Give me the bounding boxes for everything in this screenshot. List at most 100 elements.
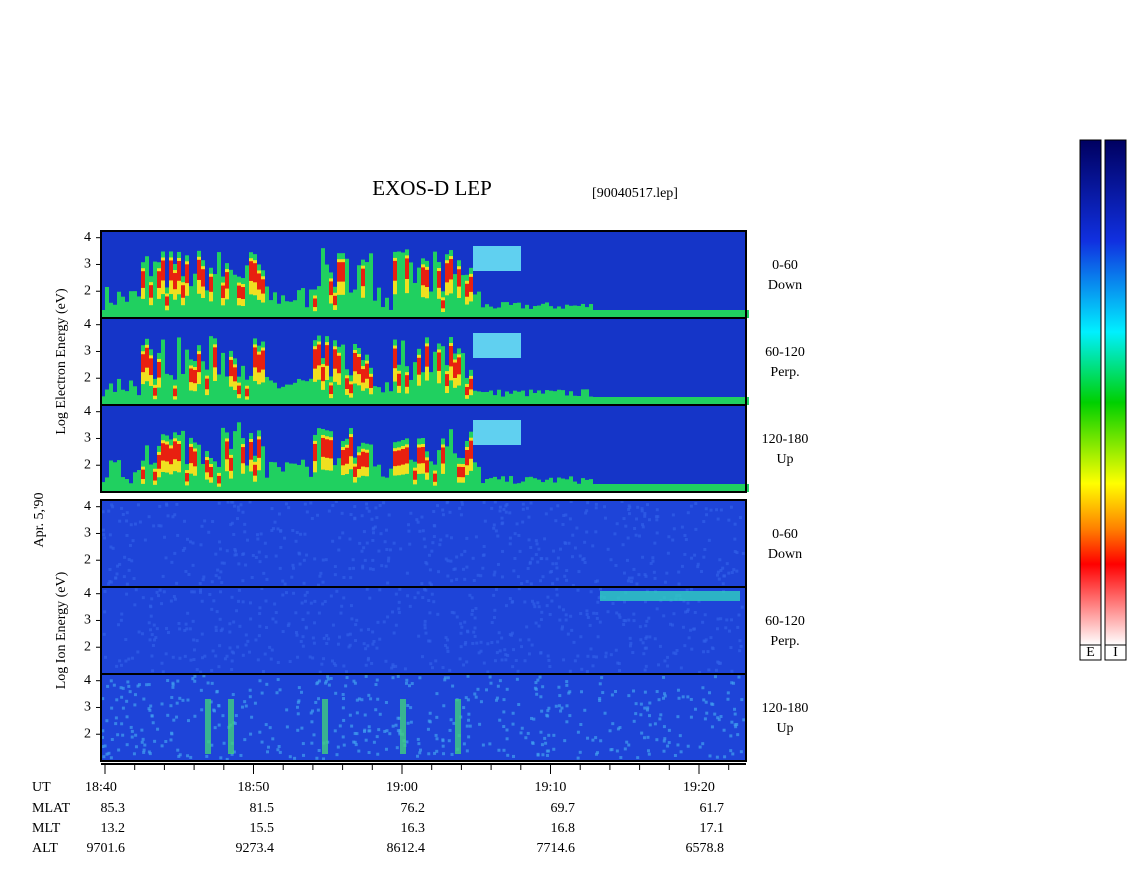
spectrogram-cell (557, 704, 561, 708)
spectrogram-cell (353, 731, 357, 735)
spectrogram-cell (249, 375, 253, 405)
spectrogram-cell (513, 390, 517, 405)
spectrogram-cell (245, 388, 249, 397)
spectrogram-cell (719, 568, 723, 572)
y-tick-label: 2 (84, 639, 91, 654)
spectrogram-cell (576, 756, 580, 760)
spectrogram-cell (474, 695, 478, 699)
spectrogram-cell (229, 269, 233, 318)
spectrogram-cell (206, 681, 210, 685)
spectrogram-cell (367, 693, 371, 697)
spectrogram-cell (737, 613, 741, 617)
panel-direction-label: Perp. (770, 634, 799, 649)
spectrogram-cell (693, 397, 697, 405)
spectrogram-cell (684, 610, 688, 614)
spectrogram-cell (707, 668, 711, 672)
spectrogram-cell (362, 642, 366, 646)
spectrogram-cell (172, 595, 176, 599)
spectrogram-cell (605, 310, 609, 318)
spectrogram-cell (185, 473, 189, 482)
ephemeris-value: 16.8 (551, 821, 576, 836)
spectrogram-cell (458, 657, 462, 661)
spectrogram-cell (246, 639, 250, 643)
spectrogram-cell (164, 652, 168, 656)
spectrogram-cell (485, 333, 489, 358)
spectrogram-cell (371, 567, 375, 571)
spectrogram-cell (465, 565, 469, 569)
spectrogram-cell (378, 588, 382, 592)
spectrogram-cell (639, 713, 643, 717)
spectrogram-cell (281, 386, 285, 405)
spectrogram-cell (334, 500, 338, 504)
spectrogram-cell (648, 723, 652, 727)
spectrogram-cell (250, 715, 254, 719)
spectrogram-cell (546, 709, 550, 713)
spectrogram-cell (342, 575, 346, 579)
spectrogram-cell (598, 699, 602, 703)
spectrogram-cell (501, 333, 505, 358)
spectrogram-cell (610, 748, 614, 752)
spectrogram-cell (124, 659, 128, 663)
spectrogram-cell (629, 641, 633, 645)
spectrogram-cell (621, 397, 625, 405)
spectrogram-cell (581, 558, 585, 562)
spectrogram-cell (178, 753, 182, 757)
spectrogram-cell (408, 604, 412, 608)
spectrogram-cell (494, 529, 498, 533)
spectrogram-cell (460, 502, 464, 506)
spectrogram-cell (441, 508, 445, 512)
spectrogram-cell (692, 627, 696, 631)
spectrogram-cell (563, 574, 567, 578)
spectrogram-cell (189, 286, 193, 318)
spectrogram-cell (640, 507, 644, 511)
spectrogram-cell (381, 476, 385, 492)
spectrogram-cell (629, 397, 633, 405)
spectrogram-cell (662, 725, 666, 729)
spectrogram-cell (201, 269, 205, 287)
spectrogram-cell (284, 591, 288, 595)
spectrogram-cell (258, 612, 262, 616)
spectrogram-cell (200, 708, 204, 712)
spectrogram-cell (441, 744, 445, 748)
spectrogram-cell (230, 595, 234, 599)
spectrogram-cell (627, 618, 631, 622)
spectrogram-cell (270, 529, 274, 533)
spectrogram-cell (337, 355, 341, 374)
spectrogram-cell (367, 729, 371, 733)
spectrogram-cell (541, 482, 545, 492)
spectrogram-cell (270, 648, 274, 652)
spectrogram-cell (594, 752, 598, 756)
spectrogram-cell (521, 481, 525, 492)
spectrogram-cell (536, 601, 540, 605)
spectrogram-cell (329, 676, 333, 680)
spectrogram-cell (215, 610, 219, 614)
spectrogram-cell (289, 301, 293, 318)
spectrogram-cell (458, 506, 462, 510)
spectrogram-cell (516, 669, 520, 673)
spectrogram-cell (530, 643, 534, 647)
spectrogram-cell (727, 629, 731, 633)
spectrogram-cell (617, 662, 621, 666)
spectrogram-cell (125, 519, 129, 523)
spectrogram-cell (125, 743, 129, 747)
spectrogram-cell (143, 538, 147, 542)
spectrogram-cell (166, 631, 170, 635)
spectrogram-cell (541, 753, 545, 757)
spectrogram-cell (673, 310, 677, 318)
spectrogram-cell (636, 756, 640, 760)
spectrogram-cell (114, 576, 118, 580)
spectrogram-cell (466, 674, 470, 678)
spectrogram-cell (641, 484, 645, 492)
spectrogram-cell (705, 513, 709, 517)
spectrogram-cell (571, 533, 575, 537)
spectrogram-cell (545, 302, 549, 318)
spectrogram-cell (674, 652, 678, 656)
spectrogram-cell (538, 675, 542, 679)
spectrogram-cell (465, 386, 469, 396)
spectrogram-cell (217, 374, 221, 405)
spectrogram-cell (500, 522, 504, 526)
spectrogram-cell (651, 559, 655, 563)
spectrogram-cell (361, 268, 365, 287)
spectrogram-cell (625, 558, 629, 562)
spectrogram-cell (181, 285, 185, 298)
